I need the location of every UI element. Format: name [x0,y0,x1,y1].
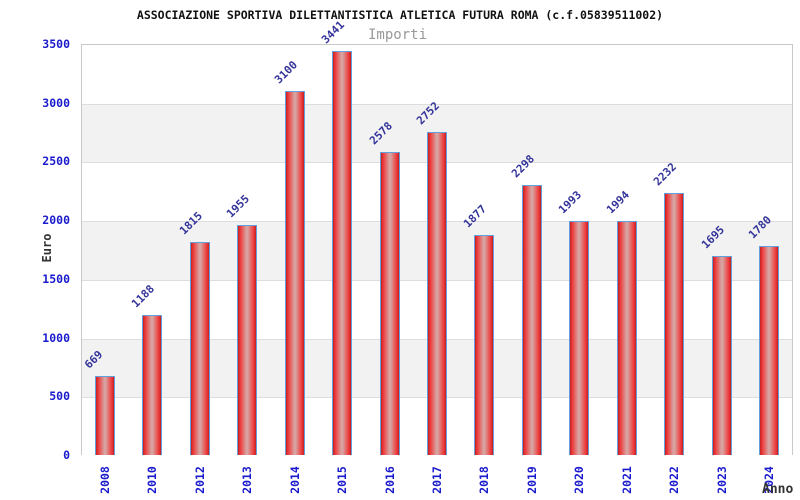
x-tick-label: 2022 [667,466,682,494]
y-tick-label: 3000 [42,95,70,110]
x-tick-label: 2023 [714,466,729,494]
bar-value-label: 3441 [319,18,348,47]
y-tick-label: 0 [63,448,70,462]
x-tick-label: 2008 [97,466,112,494]
x-tick-label: 2018 [477,466,492,494]
bar-2015 [332,50,353,455]
x-tick-label: 2010 [145,466,160,494]
x-tick-label: 2013 [240,466,255,494]
chart-title: ASSOCIAZIONE SPORTIVA DILETTANTISTICA AT… [136,8,664,22]
x-tick-label: 2016 [382,466,397,494]
gridline [82,103,792,105]
y-axis-title: Euro [40,233,54,263]
x-tick-label: 2021 [619,466,634,494]
y-tick-label: 1500 [42,271,70,286]
x-tick-label: 2014 [287,466,302,494]
bar-2017 [427,131,447,455]
bar-2023 [711,255,732,455]
y-tick-label: 500 [49,389,70,404]
bar-2016 [379,152,400,455]
bar-2021 [616,220,637,455]
legend-label: Importi [368,27,428,43]
y-tick-label: 2000 [42,213,70,228]
bar-2020 [569,220,590,455]
x-tick-label: 2017 [430,466,444,494]
bar-2013 [237,225,258,455]
bar-2014 [284,90,305,455]
bar-2024 [759,245,780,455]
bar-2019 [521,185,542,455]
x-tick-label: 2020 [572,466,587,494]
x-axis-title: Anno [762,482,794,497]
y-tick-label: 3500 [42,37,70,51]
bar-2010 [142,315,163,455]
bar-2018 [474,234,495,455]
x-tick-label: 2012 [192,466,207,494]
x-tick-label: 2015 [335,466,350,494]
bar-2012 [189,241,210,455]
y-tick-label: 2500 [42,154,70,169]
y-tick-label: 1000 [42,330,70,345]
bar-2008 [94,376,115,455]
x-tick-label: 2019 [524,466,539,494]
bar-2022 [664,192,685,455]
plot-band [82,45,792,104]
